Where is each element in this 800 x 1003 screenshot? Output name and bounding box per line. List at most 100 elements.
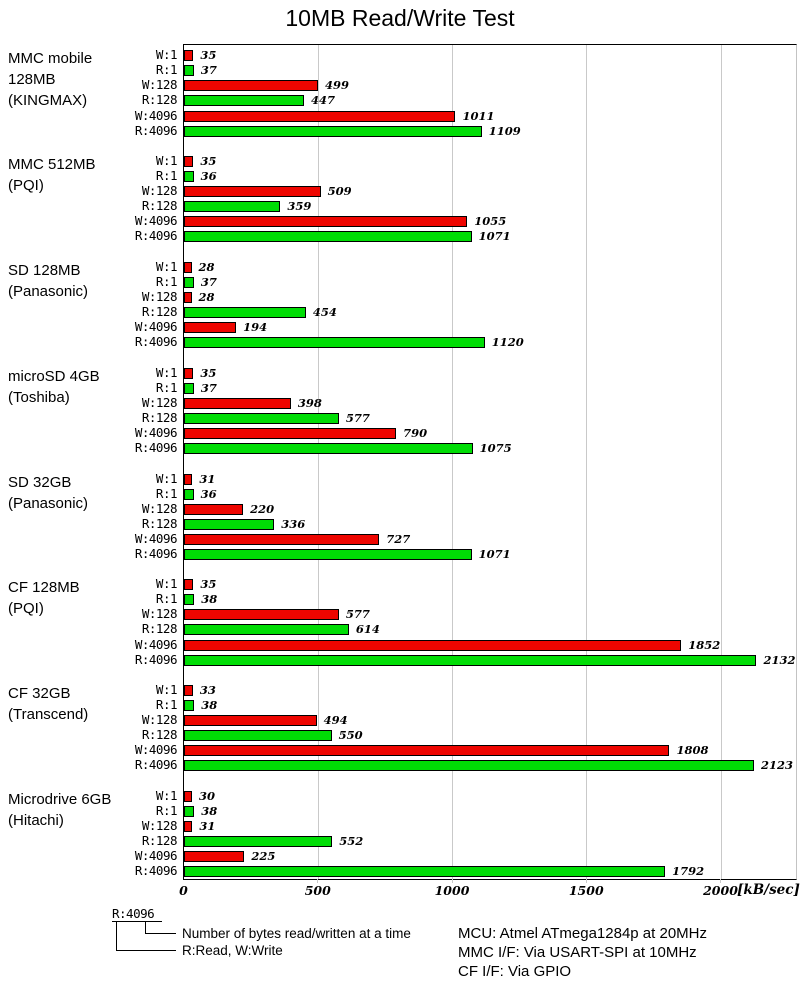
gridline <box>452 45 453 879</box>
gridline <box>720 45 722 879</box>
group-label-line: MMC 512MB <box>8 156 96 174</box>
row-label: W:1 <box>155 787 178 803</box>
axis-tick-mark <box>317 879 319 883</box>
bar-value-label: 30 <box>199 788 216 803</box>
bar-read <box>184 866 666 878</box>
axis-tick-mark <box>451 879 453 883</box>
row-label: W:4096 <box>134 636 178 652</box>
group-label: MMC mobile 128MB (KINGMAX) <box>8 48 92 111</box>
bar-value-label: 220 <box>250 501 275 516</box>
row-label: W:128 <box>141 183 178 199</box>
group-label-line: (Hitachi) <box>8 811 64 829</box>
group-label: SD 32GB (Panasonic) <box>8 472 88 514</box>
bar-value-label: 31 <box>199 471 216 486</box>
row-label: R:4096 <box>134 651 178 667</box>
bar-write <box>184 685 193 697</box>
bar-value-label: 1071 <box>478 546 511 561</box>
bar-read <box>184 594 195 606</box>
plot-area: 35 37 499 447 1011 1109 35 36 509 359 1055 1071 28 37… <box>183 44 797 880</box>
x-tick-label: 0 <box>179 883 188 898</box>
chart-title: 10MB Read/Write Test <box>285 5 515 31</box>
row-label: R:4096 <box>134 757 178 773</box>
row-label: R:1 <box>155 697 178 713</box>
bar-write <box>184 397 291 409</box>
bar-value-label: 398 <box>297 395 322 410</box>
legend-note-bytes: Number of bytes read/written at a time <box>182 926 411 941</box>
info-line-mcu: MCU: Atmel ATmega1284p at 20MHz <box>458 925 707 942</box>
bar-write <box>184 639 682 651</box>
row-label: R:128 <box>141 304 178 320</box>
bar-value-label: 194 <box>243 320 268 335</box>
group-label: SD 128MB (Panasonic) <box>8 260 88 302</box>
row-label: W:1 <box>155 682 178 698</box>
bar-write <box>184 261 192 273</box>
bar-write <box>184 186 321 198</box>
bar-read <box>184 171 194 183</box>
group-label: CF 128MB (PQI) <box>8 577 80 619</box>
legend-note-rw: R:Read, W:Write <box>182 943 283 958</box>
row-label: R:4096 <box>134 545 178 561</box>
x-tick-label: 500 <box>304 883 331 898</box>
bar-read <box>184 231 472 243</box>
group-label-line: CF 32GB <box>8 685 71 703</box>
bar-read <box>184 276 194 288</box>
bar-value-label: 1120 <box>491 335 524 350</box>
legend-connector-vertical-rw <box>116 921 117 951</box>
row-label: R:128 <box>141 409 178 425</box>
bar-value-label: 2132 <box>763 652 796 667</box>
row-label: W:128 <box>141 394 178 410</box>
row-label: W:128 <box>141 289 178 304</box>
bar-read <box>184 700 195 712</box>
bar-read <box>184 836 333 848</box>
bar-read <box>184 95 305 107</box>
bar-value-label: 225 <box>251 849 276 864</box>
gridline <box>586 45 588 879</box>
bar-write <box>184 790 193 802</box>
bar-write <box>184 503 244 515</box>
row-label: R:4096 <box>134 122 178 138</box>
group-label-line: (PQI) <box>8 177 44 195</box>
bar-value-label: 28 <box>198 290 215 304</box>
bar-value-label: 790 <box>403 425 428 440</box>
bar-value-label: 2123 <box>761 758 794 773</box>
bar-value-label: 36 <box>200 169 217 184</box>
bar-value-label: 614 <box>355 622 380 637</box>
info-line-mmc-if: MMC I/F: Via USART-SPI at 10MHz <box>458 944 697 961</box>
row-label: W:128 <box>141 818 178 833</box>
bar-write <box>184 322 237 334</box>
bar-read <box>184 307 306 319</box>
legend-connector-horizontal-bytes <box>145 933 176 934</box>
row-label: R:128 <box>141 92 178 108</box>
bar-value-label: 447 <box>311 93 336 108</box>
bar-value-label: 552 <box>339 834 364 849</box>
bar-write <box>184 579 194 591</box>
group-label-line: (Panasonic) <box>8 494 89 512</box>
bar-write <box>184 50 194 62</box>
legend-connector-horizontal-rw <box>116 950 176 951</box>
bar-value-label: 1808 <box>676 743 709 758</box>
bar-value-label: 494 <box>323 713 348 728</box>
row-label: W:1 <box>155 258 178 274</box>
row-label: W:4096 <box>134 530 178 546</box>
group-label: CF 32GB (Transcend) <box>8 683 88 725</box>
bar-value-label: 37 <box>200 380 217 395</box>
bar-read <box>184 442 473 454</box>
group-label-line: 128MB <box>8 71 56 89</box>
bar-read <box>184 125 482 137</box>
group-label-line: SD 32GB <box>8 473 72 491</box>
bar-write <box>184 367 194 379</box>
row-label: R:128 <box>141 727 178 743</box>
bar-value-label: 1075 <box>479 440 512 455</box>
group-label: MMC 512MB (PQI) <box>8 154 96 196</box>
bar-read <box>184 624 349 636</box>
bar-read <box>184 760 755 772</box>
group-label-line: MMC mobile <box>8 50 93 68</box>
group-label-line: microSD 4GB <box>8 367 100 385</box>
group-label-line: (Transcend) <box>8 706 89 724</box>
bar-value-label: 38 <box>201 803 218 818</box>
bar-write <box>184 80 318 92</box>
bar-write <box>184 427 397 439</box>
row-label: W:128 <box>141 77 178 93</box>
bar-read <box>184 65 194 77</box>
